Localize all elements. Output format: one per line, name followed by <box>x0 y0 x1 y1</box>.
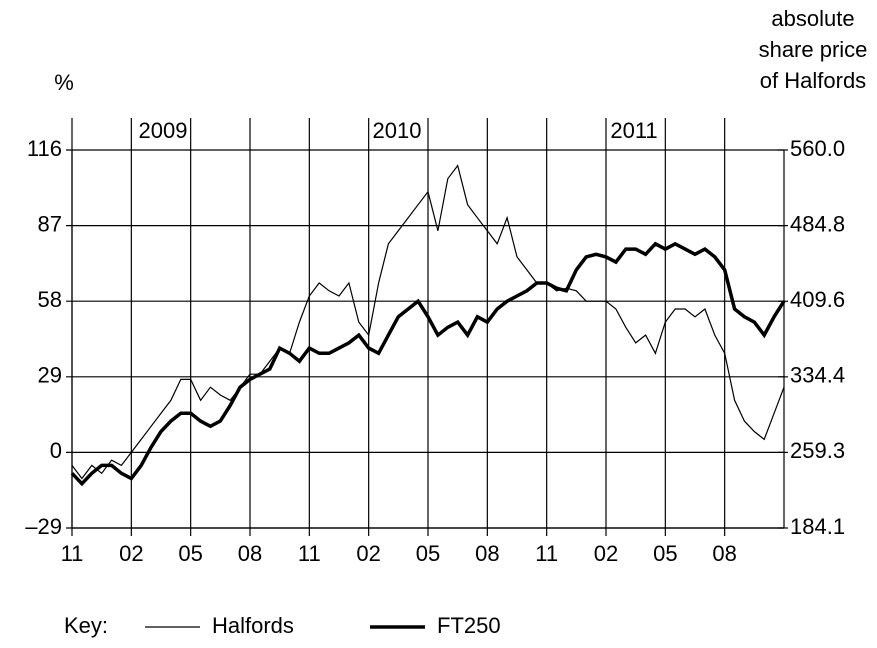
year-label: 2010 <box>373 118 422 143</box>
legend-label: FT250 <box>437 613 501 638</box>
y-tick-label: 29 <box>38 363 62 388</box>
x-tick-label: 02 <box>594 541 618 566</box>
y2-axis-label: of Halfords <box>760 68 866 93</box>
y-tick-label: 116 <box>27 136 62 161</box>
y-tick-label: 0 <box>50 438 62 463</box>
y-tick-label: 87 <box>38 211 62 236</box>
x-tick-label: 02 <box>119 541 143 566</box>
y2-axis-label: share price <box>759 37 868 62</box>
y-tick-label: 58 <box>38 287 62 312</box>
y2-tick-label: 259.3 <box>790 438 845 463</box>
series-line <box>70 241 786 487</box>
x-tick-label: 11 <box>535 541 558 566</box>
y2-tick-label: 484.8 <box>790 211 845 236</box>
y-tick-label: –29 <box>25 514 62 539</box>
x-tick-label: 08 <box>238 541 262 566</box>
series-line <box>71 164 785 480</box>
y2-axis-label: absolute <box>771 6 854 31</box>
x-tick-label: 11 <box>61 541 84 566</box>
x-tick-label: 05 <box>653 541 677 566</box>
x-tick-label: 02 <box>356 541 380 566</box>
x-tick-label: 11 <box>298 541 321 566</box>
y2-tick-label: 560.0 <box>790 136 845 161</box>
legend-label: Halfords <box>212 613 294 638</box>
y-axis-label: % <box>54 70 74 95</box>
legend-key-label: Key: <box>64 613 108 638</box>
y2-tick-label: 184.1 <box>790 514 845 539</box>
x-tick-label: 05 <box>178 541 202 566</box>
y2-tick-label: 409.6 <box>790 287 845 312</box>
year-label: 2011 <box>610 118 657 143</box>
y2-tick-label: 334.4 <box>790 363 845 388</box>
x-tick-label: 08 <box>475 541 499 566</box>
x-tick-label: 08 <box>712 541 736 566</box>
year-label: 2009 <box>139 118 188 143</box>
x-tick-label: 05 <box>416 541 440 566</box>
